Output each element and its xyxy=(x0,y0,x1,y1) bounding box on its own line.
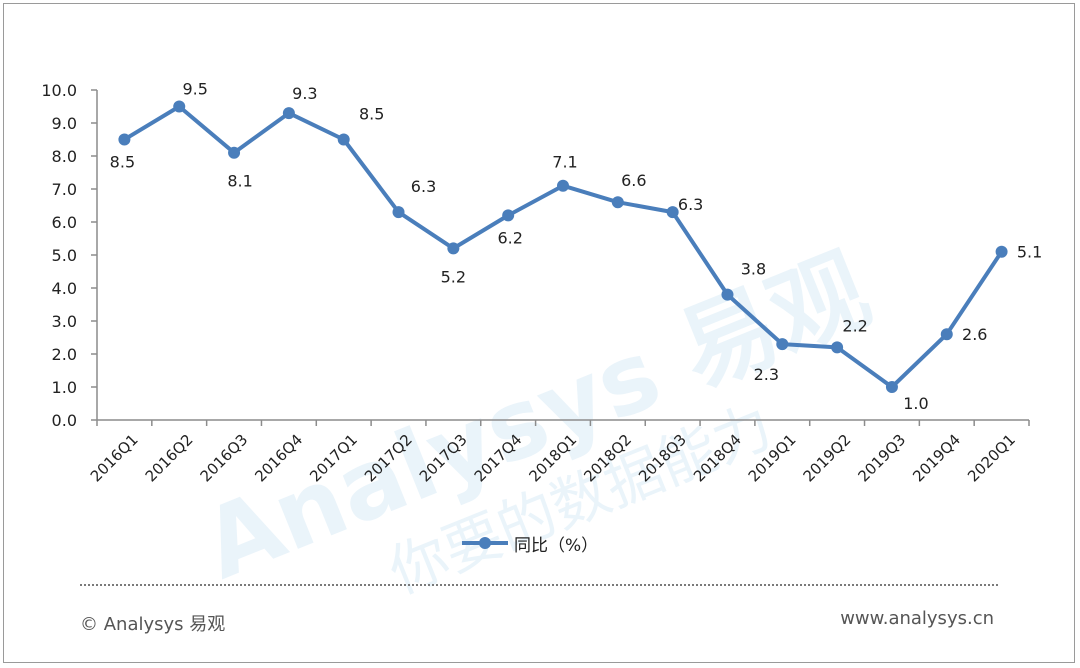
series-yoy: 8.5 9.5 8.1 9.3 8.5 6.3 5.2 6.2 7.1 6.6 6.3 3.8 2.3 2… xyxy=(110,80,1043,414)
y-tick-label: 2.0 xyxy=(52,345,77,364)
data-point xyxy=(118,133,131,146)
y-tick-label: 6.0 xyxy=(52,213,77,232)
data-point xyxy=(228,146,241,159)
y-tick-label: 10.0 xyxy=(41,81,77,100)
data-label: 8.5 xyxy=(110,153,135,172)
data-label: 5.2 xyxy=(441,267,466,286)
x-tick-label: 2016Q1 xyxy=(87,431,142,486)
copyright-text: © Analysys 易观 xyxy=(80,614,226,635)
y-tick-label: 9.0 xyxy=(52,114,77,133)
data-point xyxy=(392,206,405,219)
data-label: 2.2 xyxy=(842,316,867,335)
data-label: 7.1 xyxy=(552,153,577,172)
data-label: 6.3 xyxy=(678,195,703,214)
data-point xyxy=(557,179,569,192)
data-label: 6.2 xyxy=(497,228,522,247)
y-tick-label: 7.0 xyxy=(52,180,77,199)
data-point xyxy=(721,288,734,301)
data-point xyxy=(885,381,898,393)
data-label: 6.6 xyxy=(621,171,646,190)
x-tick-label: 2019Q2 xyxy=(800,431,855,486)
data-point xyxy=(995,245,1008,258)
data-label: 5.1 xyxy=(1017,243,1042,262)
data-point xyxy=(940,328,953,341)
y-tick-label: 4.0 xyxy=(52,279,77,298)
x-tick-label: 2016Q2 xyxy=(142,431,197,486)
data-label: 2.6 xyxy=(962,325,987,344)
data-label: 2.3 xyxy=(754,365,779,384)
y-tick-label: 5.0 xyxy=(52,246,77,265)
y-tick-label: 1.0 xyxy=(52,378,77,397)
legend: 同比（%） xyxy=(462,531,599,556)
data-label: 9.3 xyxy=(292,84,317,103)
legend-label: 同比（%） xyxy=(514,535,599,556)
legend-line-icon xyxy=(462,537,508,549)
y-tick-label: 0.0 xyxy=(52,411,77,430)
data-point xyxy=(282,107,295,120)
x-tick-label: 2019Q3 xyxy=(854,431,909,486)
data-point xyxy=(337,133,350,146)
chart-frame xyxy=(3,3,1075,663)
data-point xyxy=(502,209,515,222)
x-tick-label: 2020Q1 xyxy=(964,431,1019,486)
data-label: 3.8 xyxy=(741,260,766,279)
y-tick-label: 3.0 xyxy=(52,312,77,331)
data-label: 9.5 xyxy=(183,80,208,99)
legend-marker-icon xyxy=(479,537,491,549)
data-point xyxy=(447,242,460,255)
x-tick-label: 2019Q4 xyxy=(909,431,964,486)
data-point xyxy=(666,206,679,219)
data-point xyxy=(776,338,789,351)
y-axis: 0.0 1.0 2.0 3.0 4.0 5.0 6.0 7.0 8.0 9.0 10.0 xyxy=(41,81,98,430)
data-point xyxy=(173,100,186,113)
footer-divider xyxy=(80,584,998,586)
data-label: 6.3 xyxy=(411,177,436,196)
data-label: 1.0 xyxy=(903,394,928,413)
y-tick-label: 8.0 xyxy=(52,147,77,166)
data-label: 8.1 xyxy=(227,172,252,191)
website-link[interactable]: www.analysys.cn xyxy=(840,608,994,629)
data-label: 8.5 xyxy=(359,105,384,124)
data-point xyxy=(611,196,624,209)
data-point xyxy=(831,341,844,354)
